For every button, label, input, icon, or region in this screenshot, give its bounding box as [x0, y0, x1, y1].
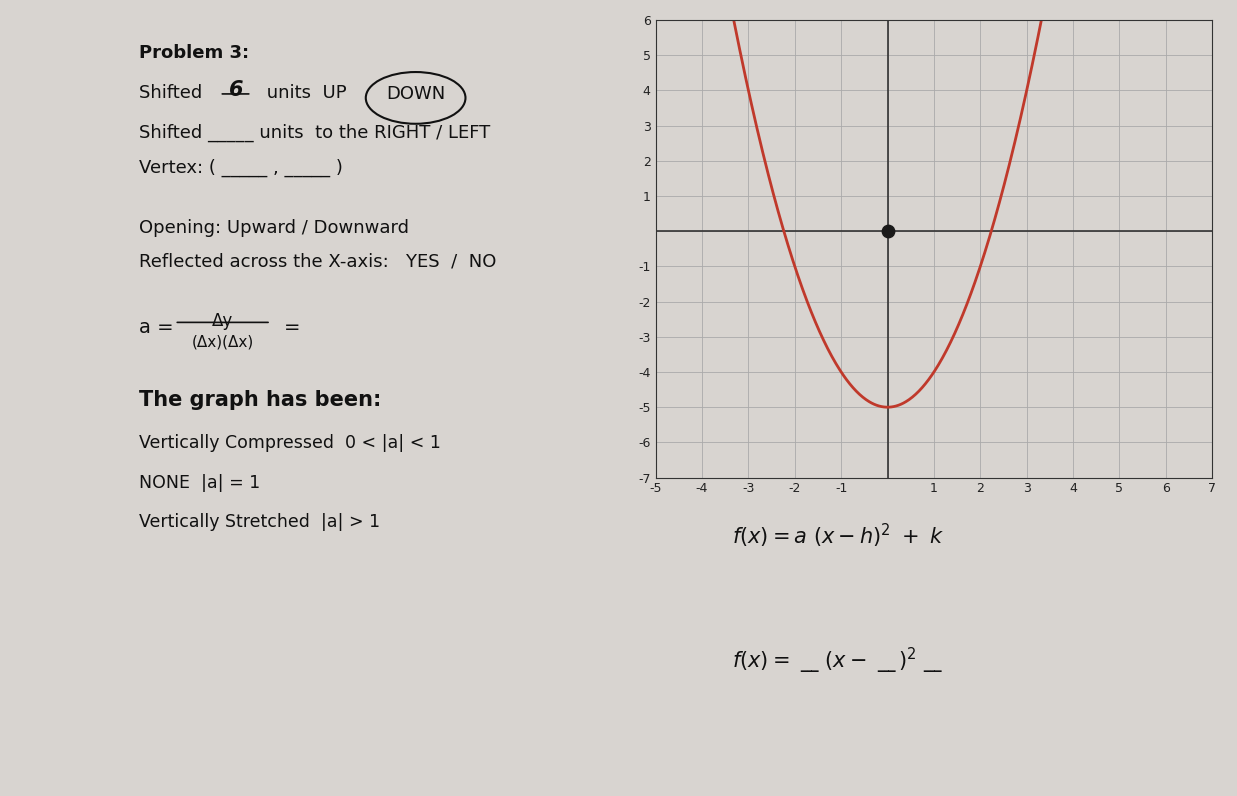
Text: (Δx)(Δx): (Δx)(Δx): [192, 334, 254, 349]
Text: Vertically Compressed  0 < |a| < 1: Vertically Compressed 0 < |a| < 1: [139, 434, 440, 452]
Text: Δy: Δy: [212, 312, 234, 330]
Text: DOWN: DOWN: [386, 85, 445, 103]
Text: units  UP: units UP: [261, 84, 359, 102]
Text: NONE  |a| = 1: NONE |a| = 1: [139, 474, 260, 492]
Text: Shifted: Shifted: [139, 84, 208, 102]
Text: =: =: [283, 318, 301, 338]
Text: Problem 3:: Problem 3:: [139, 44, 249, 62]
Text: $f(x) =\ \_\!\_\ (x -\ \_\!\_\,)^2\ \_\!\_$: $f(x) =\ \_\!\_\ (x -\ \_\!\_\,)^2\ \_\!…: [732, 646, 944, 676]
Point: [878, 224, 898, 237]
Text: 6: 6: [229, 80, 244, 100]
Text: Vertically Stretched  |a| > 1: Vertically Stretched |a| > 1: [139, 513, 380, 532]
Text: $f(x) = a\ (x - h)^2\ +\ k$: $f(x) = a\ (x - h)^2\ +\ k$: [732, 522, 945, 550]
Text: Opening: Upward / Downward: Opening: Upward / Downward: [139, 219, 409, 237]
Text: Shifted _____ units  to the RIGHT / LEFT: Shifted _____ units to the RIGHT / LEFT: [139, 123, 490, 142]
Text: a =: a =: [139, 318, 179, 338]
Text: Vertex: ( _____ , _____ ): Vertex: ( _____ , _____ ): [139, 159, 343, 178]
Text: The graph has been:: The graph has been:: [139, 390, 381, 410]
Text: Reflected across the X-axis:   YES  /  NO: Reflected across the X-axis: YES / NO: [139, 252, 496, 271]
